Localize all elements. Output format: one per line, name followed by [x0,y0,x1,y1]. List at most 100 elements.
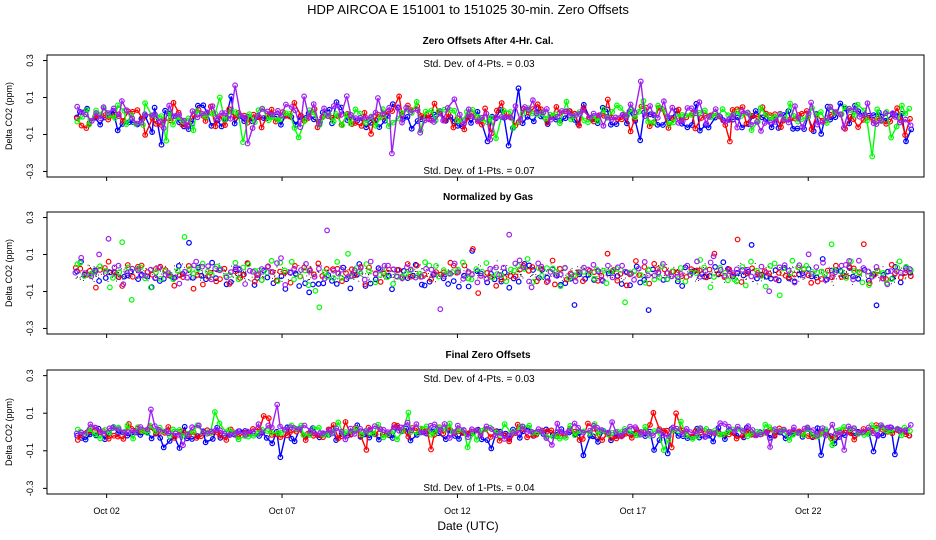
gas-series-point [771,433,778,439]
normalized-point [147,280,149,282]
gas-series-point [526,278,532,285]
normalized-point [189,278,191,280]
gas-series-point [562,115,569,122]
gas-series-point [544,265,550,272]
gas-series-point [688,266,695,273]
gas-series-point [795,430,802,436]
gas-series-point [554,420,561,427]
normalized-point [209,278,211,280]
normalized-point [196,267,198,269]
gas-series-point [142,131,149,138]
normalized-point [770,276,772,278]
gas-series-point [786,437,793,443]
gas-series-point [389,150,395,157]
gas-series-point [358,122,365,129]
gas-series-point [223,281,230,288]
gas-series-point [366,268,372,275]
gas-series-point [647,422,653,428]
gas-series-point [421,282,428,289]
gas-series-point [651,272,658,279]
gas-series-point [503,278,510,285]
gas-series-point [907,122,914,129]
normalized-point [384,266,386,268]
gas-series-point [412,274,419,281]
normalized-point [477,271,479,273]
gas-series-point [822,432,829,439]
normalized-point [468,270,470,272]
normalized-point [469,278,471,280]
normalized-point [259,270,261,272]
normalized-point [638,269,640,271]
gas-series-point [766,288,773,295]
normalized-point [79,278,81,280]
normalized-point [202,275,204,277]
gas-series-point [147,406,154,413]
normalized-point [350,272,352,274]
normalized-point [743,279,745,281]
gas-series-point [655,269,662,276]
normalized-point [562,270,564,272]
normalized-point [241,274,243,276]
normalized-point [466,268,468,270]
gas-series-point [887,424,894,431]
gas-series-point [587,427,593,434]
gas-series-point [414,262,420,269]
gas-series-point [114,102,121,109]
gas-series-point [428,446,434,453]
gas-series-point [563,108,570,115]
gas-series-point [609,108,616,115]
gas-series-point [151,104,158,111]
gas-series-point [818,130,825,137]
normalized-point [894,276,896,278]
gas-series-point [506,432,513,439]
gas-series-point [441,421,448,427]
gas-series-point [599,437,606,444]
gas-series-point [379,110,386,117]
gas-series-point [246,111,253,118]
gas-series-point [870,430,877,437]
gas-series-point [512,273,519,280]
normalized-point [553,271,555,273]
normalized-point [667,267,669,269]
gas-series-point [418,429,424,436]
gas-series-point [814,432,821,438]
gas-series-point [575,424,582,431]
normalized-point [476,272,478,274]
gas-series-point [316,265,322,272]
gas-series-point [275,429,282,436]
normalized-point [95,266,97,268]
normalized-point [243,270,245,272]
normalized-point [80,276,82,277]
normalized-point [309,270,311,272]
gas-series-point [707,259,714,266]
gas-series-point [473,436,480,443]
figure-title: HDP AIRCOA E 151001 to 151025 30-min. Ze… [307,2,629,17]
normalized-point [882,266,884,268]
gas-series-point [460,259,466,266]
gas-series-point [386,104,393,111]
gas-series-point [129,265,136,272]
gas-series-point [291,125,298,131]
gas-series-point [619,262,625,269]
normalized-point [478,264,480,266]
normalized-point [238,274,240,276]
gas-series-point [627,423,633,430]
gas-series-point [906,105,913,112]
normalized-point [384,278,386,280]
normalized-point [212,270,214,271]
normalized-point [118,272,120,274]
normalized-point [856,269,858,271]
normalized-point [117,272,119,273]
gas-series-point [268,257,275,264]
gas-series-point [417,129,424,136]
gas-series-point [368,130,375,137]
normalized-point [756,283,758,285]
normalized-point [287,279,289,281]
gas-series-point [757,104,764,111]
normalized-point [605,274,607,276]
gas-series-point [118,98,125,104]
gas-series-point [249,125,256,132]
normalized-point [563,277,565,279]
normalized-point [760,280,762,282]
gas-series-point [517,117,524,123]
